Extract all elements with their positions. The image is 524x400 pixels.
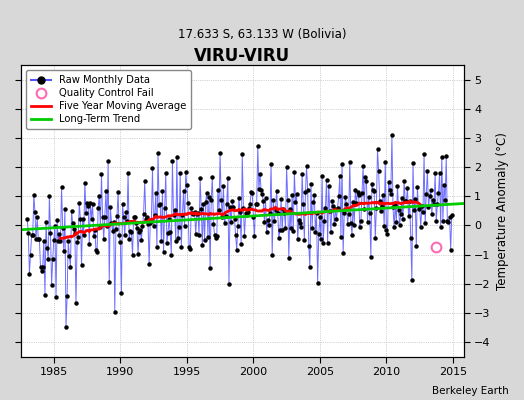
Y-axis label: Temperature Anomaly (°C): Temperature Anomaly (°C) xyxy=(496,132,509,290)
Legend: Raw Monthly Data, Quality Control Fail, Five Year Moving Average, Long-Term Tren: Raw Monthly Data, Quality Control Fail, … xyxy=(26,70,191,129)
Title: VIRU-VIRU: VIRU-VIRU xyxy=(194,47,290,65)
Text: 17.633 S, 63.133 W (Bolivia): 17.633 S, 63.133 W (Bolivia) xyxy=(178,28,346,41)
Text: Berkeley Earth: Berkeley Earth xyxy=(432,386,508,396)
